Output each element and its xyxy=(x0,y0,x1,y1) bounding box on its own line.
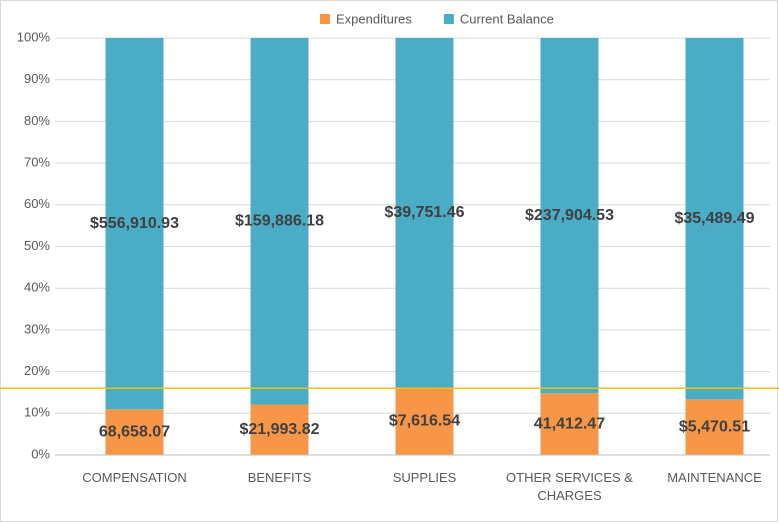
bar-segment xyxy=(105,409,164,455)
data-label: $237,904.53 xyxy=(525,207,614,224)
legend-swatch xyxy=(443,14,454,24)
data-label: $39,751.46 xyxy=(384,204,464,221)
y-tick-label: 40% xyxy=(24,280,50,295)
y-tick-label: 20% xyxy=(24,363,50,378)
bar-segment xyxy=(395,387,454,455)
bar-segment xyxy=(395,38,454,388)
bar-segment xyxy=(685,399,744,455)
bar-segment xyxy=(540,393,599,455)
y-tick-label: 80% xyxy=(24,113,50,128)
data-label: $159,886.18 xyxy=(235,213,324,230)
bar-segment xyxy=(250,404,309,455)
y-tick-label: 60% xyxy=(24,196,50,211)
data-label: 68,658.07 xyxy=(99,423,170,440)
data-label: $35,489.49 xyxy=(674,210,754,227)
legend-label: Expenditures xyxy=(336,11,412,26)
data-label: $21,993.82 xyxy=(239,421,319,438)
bar-segment xyxy=(540,38,599,394)
y-tick-label: 70% xyxy=(24,155,50,170)
data-label: $556,910.93 xyxy=(90,215,179,232)
y-tick-label: 90% xyxy=(24,71,50,86)
x-tick-label: SUPPLIES xyxy=(392,470,457,485)
y-tick-label: 100% xyxy=(17,29,51,44)
data-label: $7,616.54 xyxy=(389,413,460,430)
x-tick-label: COMPENSATION xyxy=(82,470,187,485)
legend-label: Current Balance xyxy=(460,11,554,26)
data-label: 41,412.47 xyxy=(534,415,605,432)
y-tick-label: 10% xyxy=(24,405,50,420)
data-label: $5,470.51 xyxy=(679,418,750,435)
x-tick-label: OTHER SERVICES & CHARGES xyxy=(506,470,633,503)
x-tick-label: MAINTENANCE xyxy=(667,470,762,485)
x-tick-label: BENEFITS xyxy=(247,470,312,485)
y-tick-label: 50% xyxy=(24,238,50,253)
bar-segment xyxy=(250,38,309,405)
bar-segment xyxy=(105,38,164,410)
legend-swatch xyxy=(320,14,330,24)
bar-segment xyxy=(685,38,744,400)
y-tick-label: 0% xyxy=(31,446,50,461)
y-tick-label: 30% xyxy=(24,321,50,336)
